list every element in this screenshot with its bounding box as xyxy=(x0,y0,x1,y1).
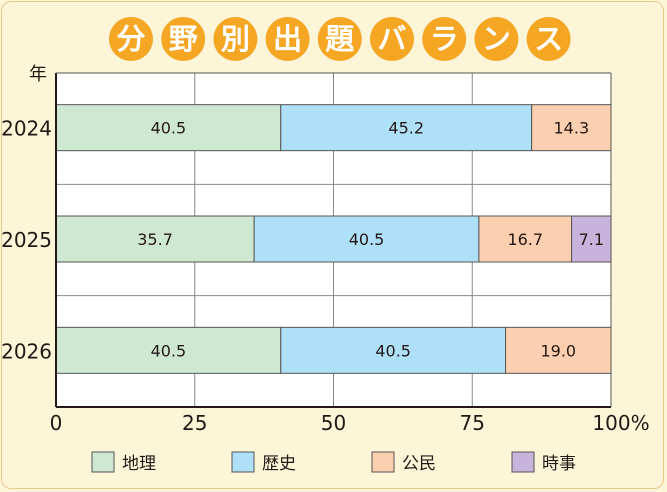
legend-label: 時事 xyxy=(542,454,576,474)
bar-value-label: 16.7 xyxy=(507,230,543,249)
bar-segment xyxy=(280,104,533,152)
title-circle xyxy=(109,17,153,61)
bar-segment xyxy=(280,326,507,374)
title-char: ン xyxy=(482,22,511,56)
bar-value-label: 40.5 xyxy=(349,230,385,249)
bar-segment xyxy=(531,104,612,152)
bar-segment xyxy=(55,215,255,263)
bar-value-label: 45.2 xyxy=(388,119,424,138)
bar-value-label: 40.5 xyxy=(151,119,187,138)
legend-swatch xyxy=(231,451,255,473)
title-circle xyxy=(317,17,362,61)
legend-swatch xyxy=(91,451,115,473)
x-tick-label: 75 xyxy=(460,411,485,435)
bar-segment xyxy=(253,215,480,263)
title-char: 野 xyxy=(169,22,198,56)
x-tick-label: 50 xyxy=(321,411,346,435)
bar-value-label: 40.5 xyxy=(151,341,187,360)
y-axis-label: 年 xyxy=(29,64,47,85)
x-tick-label: 100% xyxy=(592,411,649,435)
category-label: 2024 xyxy=(1,117,52,141)
title-char: ス xyxy=(534,22,563,56)
title-circle xyxy=(422,17,467,61)
bar-segment xyxy=(505,326,612,374)
bar-value-label: 35.7 xyxy=(137,230,173,249)
title-circle xyxy=(213,17,258,61)
legend-label: 公民 xyxy=(402,454,436,474)
legend-swatch xyxy=(511,451,535,473)
title-circle xyxy=(265,17,310,61)
x-tick-label: 25 xyxy=(182,411,207,435)
legend-swatch xyxy=(371,451,395,473)
title-char: バ xyxy=(377,22,406,56)
bar-segment xyxy=(571,215,612,263)
legend-label: 地理 xyxy=(122,454,156,474)
title-char: ラ xyxy=(430,22,459,56)
category-label: 2025 xyxy=(1,228,52,252)
title-circle xyxy=(161,17,206,61)
title-char: 出 xyxy=(273,22,302,56)
title-char: 題 xyxy=(325,22,355,56)
category-label: 2026 xyxy=(1,339,52,363)
bar-segment xyxy=(55,326,282,374)
title-circle xyxy=(474,17,519,61)
title-circle xyxy=(526,17,571,61)
bar-value-label: 14.3 xyxy=(554,119,590,138)
bar-value-label: 7.1 xyxy=(579,230,604,249)
title-circle xyxy=(370,17,414,61)
title-char: 分 xyxy=(116,22,145,56)
legend-label: 歴史 xyxy=(262,454,296,474)
bar-value-label: 19.0 xyxy=(540,341,576,360)
x-tick-label: 0 xyxy=(50,411,63,435)
bar-value-label: 40.5 xyxy=(375,341,411,360)
title-char: 別 xyxy=(221,22,250,56)
